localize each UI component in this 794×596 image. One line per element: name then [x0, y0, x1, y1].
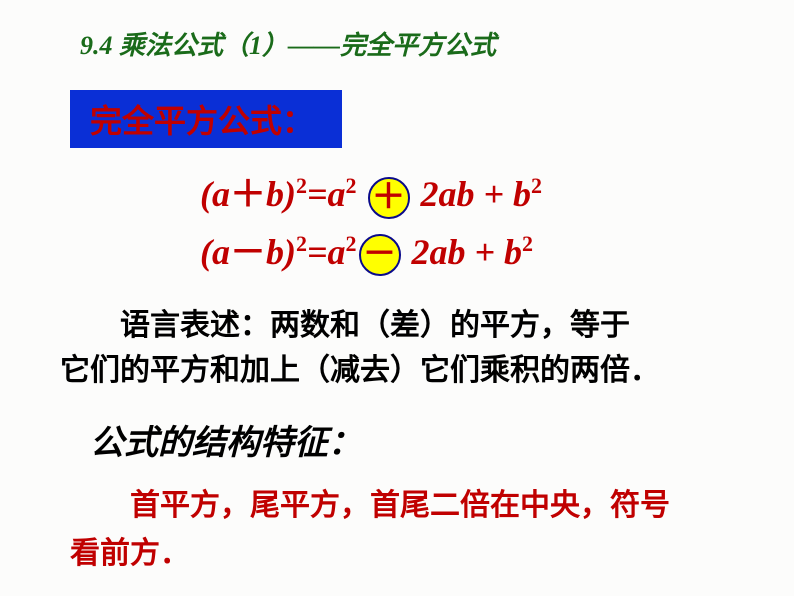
f2-part1: (a — [200, 232, 230, 272]
header-text: 乘法公式（1）——完全平方公式 — [119, 31, 496, 60]
f2-sup1: 2 — [296, 231, 307, 256]
mnemonic: 首平方，尾平方，首尾二倍在中央，符号 看前方． — [70, 482, 754, 578]
f1-op1: ＋ — [230, 174, 266, 214]
formulas-block: (a＋b)2=a2 ＋ 2ab + b2 (a－b)2=a2－ 2ab + b2 — [200, 166, 754, 281]
f2-sup2: 2 — [346, 231, 357, 256]
f2-part3: =a — [307, 232, 346, 272]
minus-circle-icon: － — [359, 234, 401, 276]
desc-indent — [60, 309, 120, 342]
formula-1: (a＋b)2=a2 ＋ 2ab + b2 — [200, 166, 754, 224]
f1-part1: (a — [200, 174, 230, 214]
mnemonic-line2: 看前方． — [70, 537, 190, 570]
desc-label: 语言表述： — [120, 309, 270, 342]
f1-part2: b) — [266, 174, 296, 214]
structure-title: 公式的结构特征： — [90, 415, 754, 464]
title-box: 完全平方公式： — [70, 90, 342, 148]
f1-part3: =a — [307, 174, 346, 214]
section-number: 9.4 — [80, 31, 113, 60]
title-text: 完全平方公式： — [90, 103, 314, 139]
f1-sup3: 2 — [531, 173, 542, 198]
slide-header: 9.4 乘法公式（1）——完全平方公式 — [80, 25, 754, 62]
f2-sp2 — [403, 232, 412, 272]
description: 语言表述：两数和（差）的平方，等于 它们的平方和加上（减去）它们乘积的两倍． — [60, 303, 754, 393]
f1-sp2 — [412, 174, 421, 214]
mnemonic-indent — [70, 489, 130, 522]
mnemonic-line1: 首平方，尾平方，首尾二倍在中央，符号 — [130, 489, 670, 522]
f2-op1: － — [230, 232, 266, 272]
desc-text2: 它们的平方和加上（减去）它们乘积的两倍． — [60, 354, 660, 387]
slide: 9.4 乘法公式（1）——完全平方公式 完全平方公式： (a＋b)2=a2 ＋ … — [0, 0, 794, 596]
f1-sup2: 2 — [346, 173, 357, 198]
desc-text1: 两数和（差）的平方，等于 — [270, 309, 630, 342]
f2-part4: 2ab + b — [412, 232, 523, 272]
f1-sp1 — [357, 174, 366, 214]
plus-circle-icon: ＋ — [368, 177, 410, 219]
f1-part4: 2ab + b — [421, 174, 532, 214]
formula-2: (a－b)2=a2－ 2ab + b2 — [200, 224, 754, 282]
f1-sup1: 2 — [296, 173, 307, 198]
f2-part2: b) — [266, 232, 296, 272]
f2-sup3: 2 — [522, 231, 533, 256]
